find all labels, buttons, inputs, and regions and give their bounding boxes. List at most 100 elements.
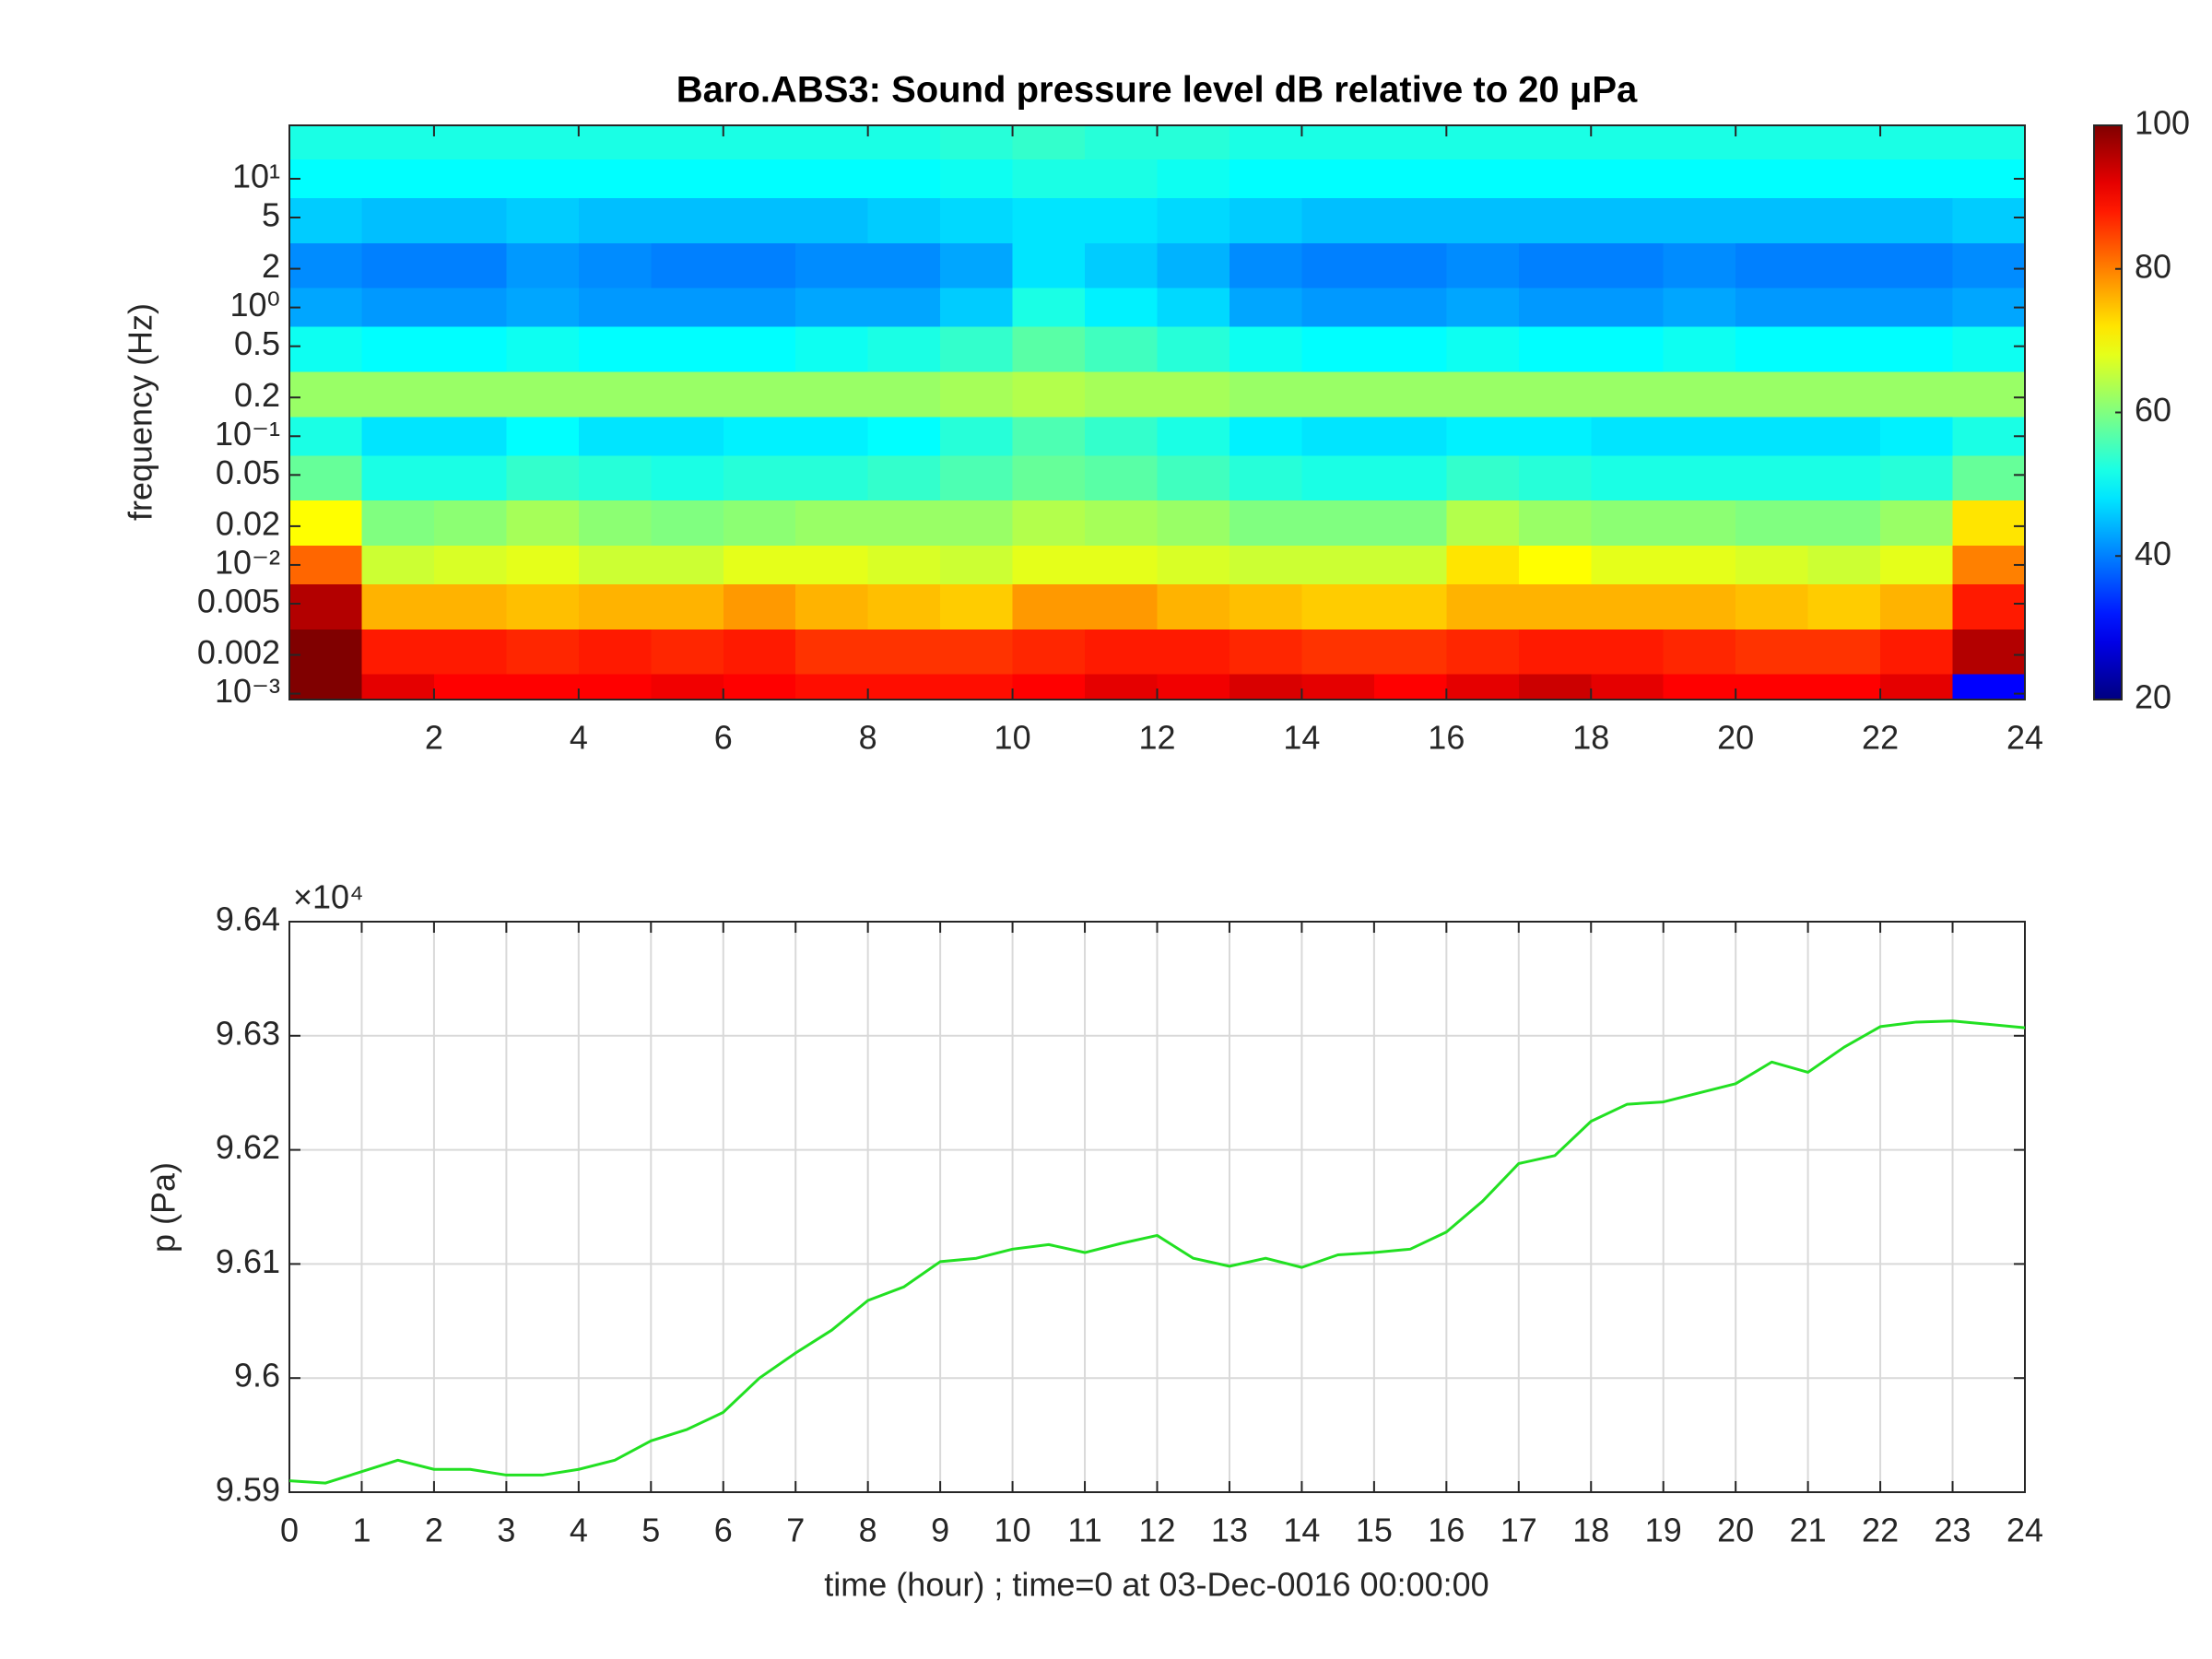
- heatmap-cell: [1807, 125, 1881, 160]
- heatmap-cell: [361, 326, 435, 373]
- heatmap-cell: [1735, 371, 1809, 418]
- heatmap-cell: [1085, 288, 1159, 328]
- heatmap-cell: [289, 125, 363, 160]
- heatmap-cell: [940, 326, 1014, 373]
- heatmap-cell: [1880, 371, 1954, 418]
- x-tick-label: 24: [2006, 719, 2043, 757]
- heatmap-cell: [506, 545, 580, 585]
- heatmap-cell: [289, 326, 363, 373]
- heatmap-cell: [1301, 125, 1375, 160]
- heatmap-cell: [1880, 159, 1954, 199]
- heatmap-cell: [1518, 125, 1593, 160]
- heatmap-cell: [867, 583, 941, 630]
- heatmap-cell: [1952, 455, 2026, 501]
- heatmap-cell: [1880, 288, 1954, 328]
- x-tick-label: 11: [1067, 1512, 1101, 1549]
- y-tick-label: 2: [262, 247, 280, 285]
- y-tick-label: 10⁻²: [215, 543, 280, 581]
- heatmap-cell: [651, 288, 724, 328]
- heatmap-cell: [1807, 545, 1881, 585]
- heatmap-cell: [795, 583, 869, 630]
- heatmap-cell: [1373, 629, 1448, 676]
- heatmap-cell: [433, 159, 508, 199]
- heatmap-cell: [1085, 371, 1159, 418]
- heatmap-cell: [1591, 629, 1665, 676]
- heatmap-cell: [1952, 288, 2026, 328]
- heatmap-cell: [1807, 288, 1881, 328]
- x-tick-label: 16: [1428, 1512, 1465, 1549]
- heatmap-cell: [1373, 371, 1448, 418]
- heatmap-cell: [1229, 288, 1303, 328]
- heatmap-cell: [867, 242, 941, 289]
- heatmap-cell: [1301, 242, 1375, 289]
- x-tick-label: 5: [641, 1512, 660, 1549]
- heatmap-cell: [1518, 455, 1593, 501]
- colorbar-tick-label: 80: [2135, 247, 2171, 285]
- heatmap-cell: [1229, 455, 1303, 501]
- x-tick-label: 9: [931, 1512, 949, 1549]
- heatmap-cell: [1880, 125, 1954, 160]
- heatmap-cell: [1735, 629, 1809, 676]
- heatmap-cell: [1373, 500, 1448, 547]
- heatmap-cell: [1301, 500, 1375, 547]
- heatmap-cell: [1085, 242, 1159, 289]
- heatmap-cell: [506, 326, 580, 373]
- heatmap-cell: [1735, 125, 1809, 160]
- heatmap-cell: [289, 288, 363, 328]
- heatmap-cell: [651, 500, 724, 547]
- heatmap-cell: [940, 197, 1014, 244]
- heatmap-cell: [1446, 159, 1520, 199]
- heatmap-cell: [1807, 629, 1881, 676]
- heatmap-cell: [578, 326, 653, 373]
- heatmap-cell: [433, 545, 508, 585]
- heatmap-cell: [1012, 159, 1086, 199]
- heatmap-cell: [1518, 371, 1593, 418]
- x-tick-label: 3: [497, 1512, 515, 1549]
- heatmap-cell: [940, 242, 1014, 289]
- heatmap-cell: [361, 288, 435, 328]
- heatmap-cell: [1301, 197, 1375, 244]
- heatmap-cell: [578, 545, 653, 585]
- y-tick-label: 10⁰: [230, 286, 280, 324]
- heatmap-cell: [1807, 674, 1881, 700]
- heatmap-cell: [651, 197, 724, 244]
- heatmap-cell: [578, 629, 653, 676]
- heatmap-cell: [361, 545, 435, 585]
- heatmap-cell: [1807, 371, 1881, 418]
- heatmap-cell: [506, 197, 580, 244]
- x-tick-label: 10: [994, 1512, 1031, 1549]
- heatmap-cell: [1012, 455, 1086, 501]
- heatmap-cell: [867, 159, 941, 199]
- heatmap-cell: [433, 288, 508, 328]
- heatmap-cell: [1157, 500, 1230, 547]
- heatmap-cell: [1735, 455, 1809, 501]
- heatmap-cell: [651, 125, 724, 160]
- heatmap-cell: [433, 197, 508, 244]
- heatmap-cell: [795, 159, 869, 199]
- heatmap-cell: [795, 288, 869, 328]
- heatmap-cell: [1446, 326, 1520, 373]
- x-tick-label: 7: [786, 1512, 805, 1549]
- heatmap-cell: [1880, 197, 1954, 244]
- heatmap-cell: [1373, 674, 1448, 700]
- heatmap-cell: [723, 159, 797, 199]
- heatmap-cell: [1591, 583, 1665, 630]
- heatmap-cell: [1446, 674, 1520, 700]
- heatmap-cell: [1229, 500, 1303, 547]
- heatmap-cell: [1663, 583, 1736, 630]
- heatmap-cell: [1952, 371, 2026, 418]
- heatmap-cell: [1012, 125, 1086, 160]
- heatmap-cell: [1880, 583, 1954, 630]
- y-tick-label: 10¹: [232, 157, 280, 194]
- heatmap-cell: [578, 242, 653, 289]
- heatmap-cell: [1229, 674, 1303, 700]
- heatmap-cell: [1012, 288, 1086, 328]
- x-tick-label: 22: [1862, 719, 1899, 757]
- heatmap-cell: [1952, 545, 2026, 585]
- chart-title: Baro.ABS3: Sound pressure level dB relat…: [677, 70, 1638, 111]
- y-tick-label: 9.6: [234, 1357, 280, 1394]
- heatmap-cell: [578, 159, 653, 199]
- heatmap-cell: [940, 545, 1014, 585]
- heatmap-cell: [867, 417, 941, 457]
- heatmap-cell: [1735, 197, 1809, 244]
